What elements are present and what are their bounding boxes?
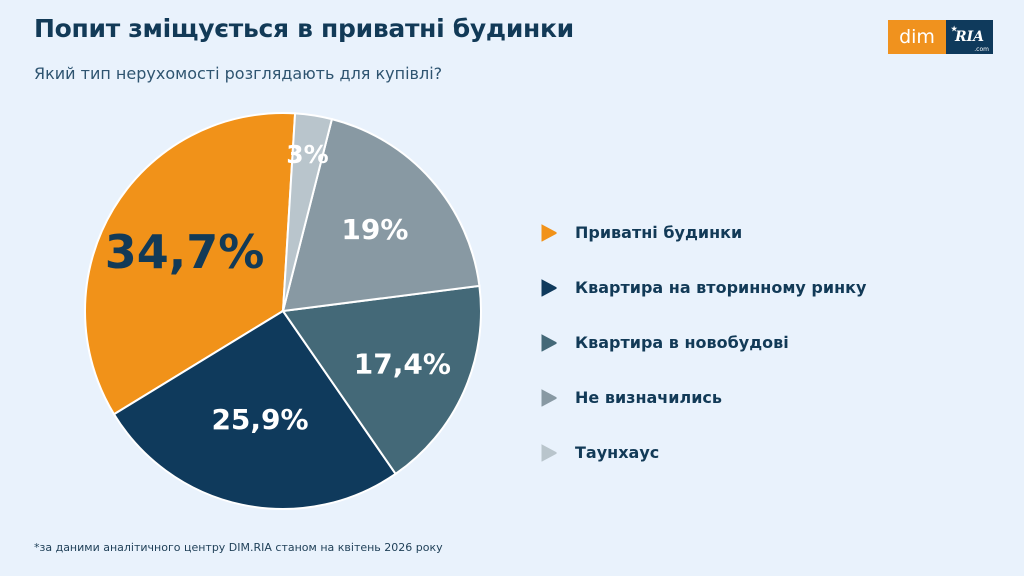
pie-slice xyxy=(112,309,397,510)
legend-item: Квартира на вторинному ринку xyxy=(540,260,866,315)
legend-label: Квартира в новобудові xyxy=(575,333,789,352)
pie-data-label: 17,4% xyxy=(354,348,451,381)
legend-marker-icon xyxy=(541,333,557,351)
pie-slice xyxy=(281,117,481,313)
legend-label: Не визначились xyxy=(575,388,723,407)
pie-data-label: 3% xyxy=(286,140,328,169)
legend-marker-icon xyxy=(541,223,557,241)
pie-data-label: 25,9% xyxy=(211,403,308,436)
legend-item: Не визначились xyxy=(540,370,866,425)
pie-data-label: 34,7% xyxy=(105,225,265,279)
dim-ria-logo: dim ★ RIA .com xyxy=(888,20,993,54)
pie-slice xyxy=(84,112,297,416)
legend-item: Таунхаус xyxy=(540,425,866,480)
legend-marker-icon xyxy=(541,388,557,406)
logo-ria-part: ★ RIA .com xyxy=(946,20,993,54)
legend-label: Квартира на вторинному ринку xyxy=(575,278,867,297)
footnote: *за даними аналітичного центру DIM.RIA с… xyxy=(34,541,443,554)
legend-marker-icon xyxy=(541,278,557,296)
logo-ria-text: RIA xyxy=(954,29,985,45)
page-subtitle: Який тип нерухомості розглядають для куп… xyxy=(34,64,443,83)
logo-dim-part: dim xyxy=(888,20,946,54)
legend-marker-icon xyxy=(541,443,557,461)
chart-legend: Приватні будинки Квартира на вторинному р… xyxy=(540,205,866,480)
logo-com-text: .com xyxy=(974,46,989,53)
legend-item: Квартира в новобудові xyxy=(540,315,866,370)
legend-label: Приватні будинки xyxy=(575,223,743,242)
page-title: Попит зміщується в приватні будинки xyxy=(34,14,574,43)
pie-slice xyxy=(282,112,334,312)
legend-label: Таунхаус xyxy=(575,443,660,462)
pie-data-label: 19% xyxy=(341,213,408,246)
star-icon: ★ xyxy=(951,24,958,33)
pie-slice xyxy=(281,284,482,476)
legend-item: Приватні будинки xyxy=(540,205,866,260)
